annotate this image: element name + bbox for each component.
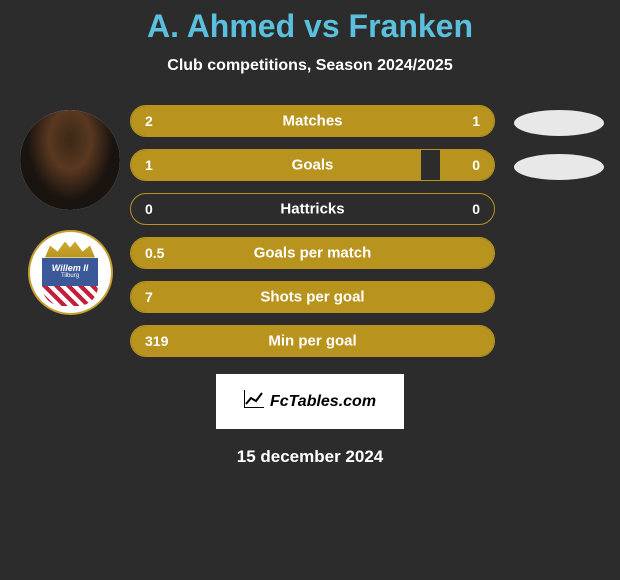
- badge-stripes: [42, 286, 98, 306]
- badge-name-band: Willem II Tilburg: [42, 258, 98, 286]
- stat-value-right: 1: [472, 113, 480, 129]
- stat-bar: 7 Shots per goal: [130, 281, 495, 313]
- stat-value-right: 0: [472, 157, 480, 173]
- bar-right-fill: [440, 150, 494, 180]
- avatars-column: Willem II Tilburg: [10, 105, 130, 359]
- stat-label: Goals: [292, 157, 334, 174]
- stat-value-left: 0.5: [145, 245, 164, 261]
- stat-value-left: 319: [145, 333, 168, 349]
- stat-label: Matches: [282, 113, 342, 130]
- stat-row: 0 0 Hattricks: [130, 193, 495, 225]
- stat-bar: 2 1 Matches: [130, 105, 495, 137]
- stat-value-left: 1: [145, 157, 153, 173]
- player1-name: A. Ahmed: [147, 8, 295, 44]
- player-avatar: [20, 110, 120, 210]
- indicators-column: [500, 105, 610, 359]
- vs-text: vs: [304, 8, 340, 44]
- stat-bar: 1 0 Goals: [130, 149, 495, 181]
- comparison-title: A. Ahmed vs Franken: [0, 8, 620, 45]
- stat-label: Hattricks: [280, 201, 344, 218]
- subtitle: Club competitions, Season 2024/2025: [0, 57, 620, 75]
- stat-row: 2 1 Matches: [130, 105, 495, 137]
- infographic-container: A. Ahmed vs Franken Club competitions, S…: [0, 0, 620, 580]
- indicator-slot: [508, 239, 610, 271]
- stat-row: 1 0 Goals: [130, 149, 495, 181]
- stat-row: 7 Shots per goal: [130, 281, 495, 313]
- stat-value-left: 0: [145, 201, 153, 217]
- stat-label: Min per goal: [268, 333, 356, 350]
- stat-value-right: 0: [472, 201, 480, 217]
- stat-row: 0.5 Goals per match: [130, 237, 495, 269]
- indicator-slot: [508, 327, 610, 359]
- indicator-slot: [508, 195, 610, 227]
- chart-icon: [244, 390, 264, 413]
- stat-label: Goals per match: [254, 245, 372, 262]
- indicator-slot: [508, 283, 610, 315]
- badge-club-sub: Tilburg: [61, 273, 79, 279]
- indicator-ellipse: [514, 154, 604, 180]
- stat-row: 319 Min per goal: [130, 325, 495, 357]
- fctables-text: FcTables.com: [270, 393, 376, 411]
- badge-inner: Willem II Tilburg: [35, 238, 105, 308]
- indicator-ellipse: [514, 110, 604, 136]
- stat-value-left: 7: [145, 289, 153, 305]
- stats-column: 2 1 Matches 1 0 Goals 0 0 Hattricks 0.5 Goals per …: [130, 105, 500, 359]
- badge-crown-icon: [45, 238, 95, 258]
- badge-club-name: Willem II: [52, 264, 88, 273]
- fctables-badge: FcTables.com: [216, 374, 404, 429]
- indicator-slot: [508, 151, 610, 183]
- stat-bar: 0.5 Goals per match: [130, 237, 495, 269]
- stat-label: Shots per goal: [260, 289, 364, 306]
- stat-value-left: 2: [145, 113, 153, 129]
- content-row: Willem II Tilburg 2 1 Matches 1 0 Goals 0 0 Hatt…: [0, 105, 620, 359]
- avatar-silhouette: [20, 110, 120, 210]
- club-badge: Willem II Tilburg: [28, 230, 113, 315]
- stat-bar: 319 Min per goal: [130, 325, 495, 357]
- indicator-slot: [508, 107, 610, 139]
- footer: FcTables.com: [0, 374, 620, 429]
- date-text: 15 december 2024: [0, 447, 620, 467]
- stat-bar: 0 0 Hattricks: [130, 193, 495, 225]
- bar-left-fill: [131, 150, 421, 180]
- player2-name: Franken: [349, 8, 473, 44]
